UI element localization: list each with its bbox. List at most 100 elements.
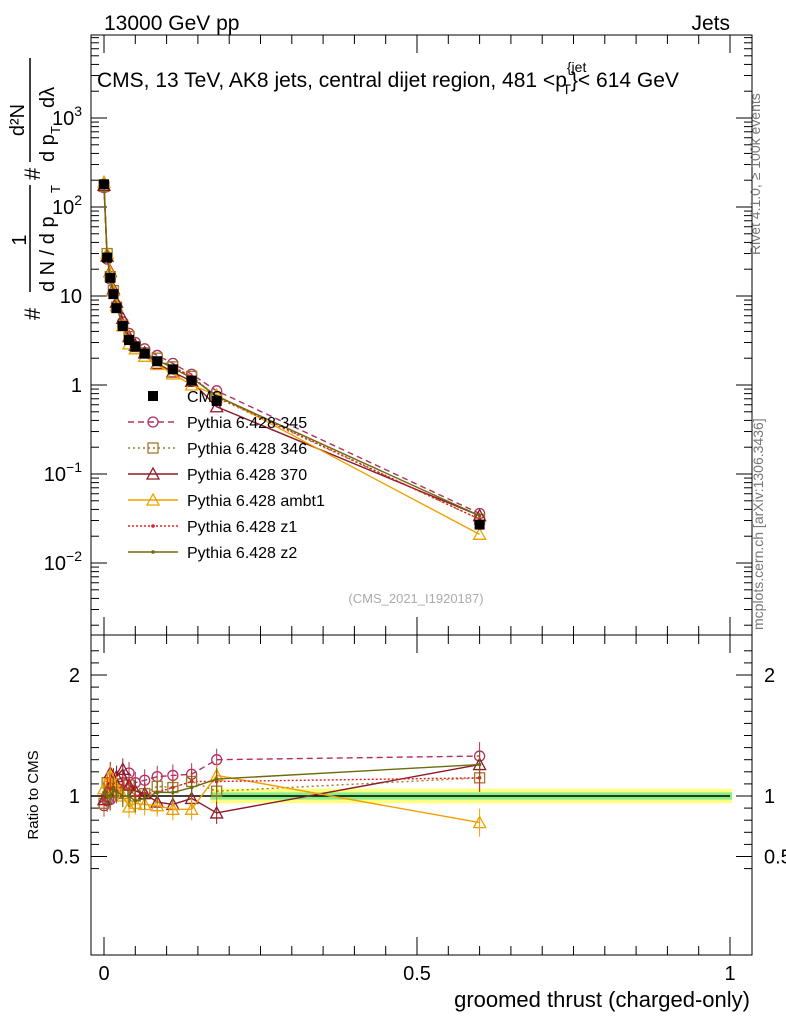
svg-text:d²N: d²N <box>7 104 29 136</box>
legend: CMS Pythia 6.428 345 Pythia 6.428 346 Pythi… <box>128 389 325 562</box>
ratio-point <box>111 788 116 792</box>
data-point <box>474 519 485 530</box>
data-point <box>130 341 141 352</box>
ratio-point <box>133 799 138 803</box>
series-line <box>103 187 480 515</box>
x-axis-label: groomed thrust (charged-only) <box>454 987 750 1012</box>
ratio-y-tick-label-right: 0.5 <box>764 847 786 869</box>
legend-marker <box>151 550 155 554</box>
header-left: 13000 GeV pp <box>104 12 239 35</box>
data-point <box>124 335 135 346</box>
data-point <box>209 399 224 413</box>
svg-text:T: T <box>48 185 63 193</box>
svg-text:#: # <box>20 307 45 320</box>
legend-label: CMS <box>187 389 223 406</box>
ratio-point <box>105 794 109 798</box>
main-y-tick-label: 102 <box>52 192 82 219</box>
ratio-point <box>477 762 482 767</box>
legend-marker <box>147 416 159 428</box>
ratio-y-tick-label-right: 1 <box>764 786 775 808</box>
legend-item: Pythia 6.428 370 <box>128 466 307 484</box>
ratio-point <box>137 797 152 811</box>
data-point <box>111 303 122 314</box>
legend-item: CMS <box>148 389 223 406</box>
svg-text:d p: d p <box>37 134 59 162</box>
legend-item: Pythia 6.428 345 <box>128 415 307 432</box>
data-point <box>108 289 119 300</box>
ratio-point <box>120 794 125 798</box>
data-point <box>152 356 163 367</box>
ratio-point <box>150 798 165 812</box>
legend-label: Pythia 6.428 ambt1 <box>187 493 325 510</box>
svg-text:dλ: dλ <box>37 87 59 108</box>
ratio-y-tick-label: 0.5 <box>52 847 80 869</box>
series-cms <box>99 179 485 530</box>
legend-label: Pythia 6.428 z2 <box>187 545 297 562</box>
data-point <box>167 364 178 375</box>
data-point <box>477 513 482 518</box>
main-y-tick-label: 1 <box>71 375 82 397</box>
ratio-plot-frame <box>90 634 753 956</box>
main-y-axis-label: # 1 d N / d p T # d²N d p T dλ <box>7 58 63 320</box>
main-series-layer <box>96 174 487 540</box>
data-point <box>105 272 116 283</box>
legend-marker <box>148 391 158 401</box>
data-point <box>472 526 487 540</box>
ratio-y-tick-label: 1 <box>69 786 80 808</box>
mcplots-label: mcplots.cern.ch [arXiv:1306.3436] <box>750 418 766 630</box>
ratio-point <box>214 777 219 781</box>
legend-marker <box>145 466 161 480</box>
ratio-point <box>127 794 131 798</box>
ratio-point <box>189 785 194 790</box>
ratio-point <box>155 790 160 795</box>
ratio-point <box>472 815 487 829</box>
main-y-tick-label: 103 <box>52 103 82 130</box>
ratio-point <box>108 794 113 798</box>
ratio-point <box>121 799 137 813</box>
ratio-point <box>171 790 175 795</box>
ratio-axis-ticks: 0 0.5 1 0.5 0.5 1 1 2 2 <box>52 635 786 985</box>
x-tick-label: 0.5 <box>403 963 431 985</box>
legend-label: Pythia 6.428 370 <box>187 467 307 484</box>
svg-text:1: 1 <box>9 234 31 245</box>
main-axis-ticks: 10−2 10−1 1 10 102 103 <box>44 35 752 635</box>
ratio-point <box>114 789 119 793</box>
ratio-point <box>165 801 180 815</box>
legend-item: Pythia 6.428 z2 <box>128 545 297 562</box>
ratio-y-axis-label: Ratio to CMS <box>25 750 42 839</box>
legend-label: Pythia 6.428 345 <box>187 415 307 432</box>
data-point <box>102 252 113 263</box>
ratio-point <box>184 801 199 815</box>
data-point <box>186 375 197 386</box>
svg-text:d N / d p: d N / d p <box>37 216 59 292</box>
x-tick-label: 1 <box>724 963 735 985</box>
main-y-tick-label: 10 <box>60 286 82 308</box>
main-y-tick-label: 10−2 <box>44 548 82 575</box>
legend-item: Pythia 6.428 z1 <box>128 519 297 536</box>
analysis-id-watermark: (CMS_2021_I1920187) <box>348 591 483 606</box>
ratio-y-tick-label: 2 <box>69 665 80 687</box>
data-point <box>211 396 222 407</box>
ratio-series-layer <box>96 742 487 837</box>
series-line <box>103 186 480 520</box>
legend-marker <box>147 442 159 454</box>
legend-item: Pythia 6.428 ambt1 <box>128 492 325 510</box>
legend-item: Pythia 6.428 346 <box>128 441 307 458</box>
plot-title: CMS, 13 TeV, AK8 jets, central dijet reg… <box>97 59 679 97</box>
ratio-y-tick-label-right: 2 <box>764 665 775 687</box>
legend-marker <box>145 492 161 506</box>
svg-text:#: # <box>20 167 45 180</box>
rivet-version-label: Rivet 4.1.0, ≥ 100k events <box>747 93 763 255</box>
legend-label: Pythia 6.428 346 <box>187 441 307 458</box>
data-point <box>139 348 150 359</box>
legend-label: Pythia 6.428 z1 <box>187 519 297 536</box>
legend-marker <box>151 524 155 528</box>
ratio-point <box>102 790 106 795</box>
ratio-point <box>142 796 147 801</box>
ratio-point <box>209 805 224 819</box>
data-point <box>99 179 109 190</box>
data-point <box>117 321 128 332</box>
main-y-tick-label: 10−1 <box>44 459 82 486</box>
ratio-series-pythia-6-428-z2 <box>102 750 482 812</box>
